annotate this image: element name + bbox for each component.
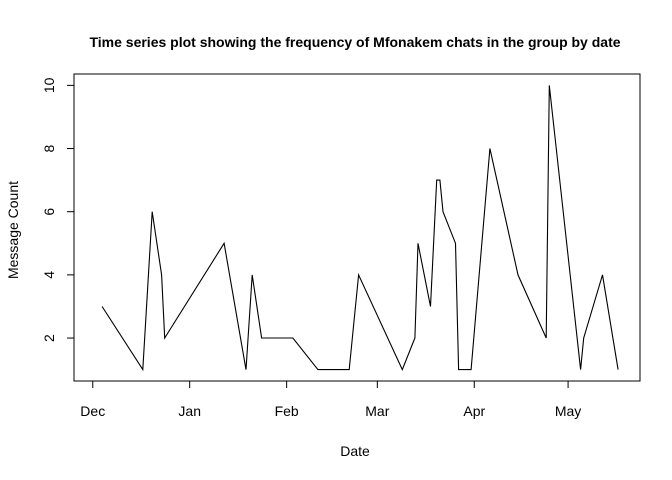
y-tick-label: 6 [41,208,57,216]
y-tick-label: 2 [41,334,57,342]
series-layer [101,85,619,372]
x-tick-label: May [555,403,581,419]
plot-area-frame [73,73,641,382]
y-tick-label: 4 [41,271,57,279]
y-axis-label: Message Count [5,181,21,279]
chart-title: Time series plot showing the frequency o… [89,34,620,50]
series-line [101,85,619,372]
x-tick-label: Apr [463,403,485,419]
x-tick-label: Dec [80,403,105,419]
x-axis: Dec Jan Feb Mar Apr May [80,380,581,419]
y-tick-label: 8 [41,144,57,152]
x-tick-label: Mar [365,403,389,419]
y-axis: 2 4 6 8 10 [41,77,75,342]
y-tick-label: 10 [41,77,57,93]
x-axis-label: Date [340,443,370,459]
x-tick-label: Jan [178,403,201,419]
x-tick-label: Feb [275,403,299,419]
